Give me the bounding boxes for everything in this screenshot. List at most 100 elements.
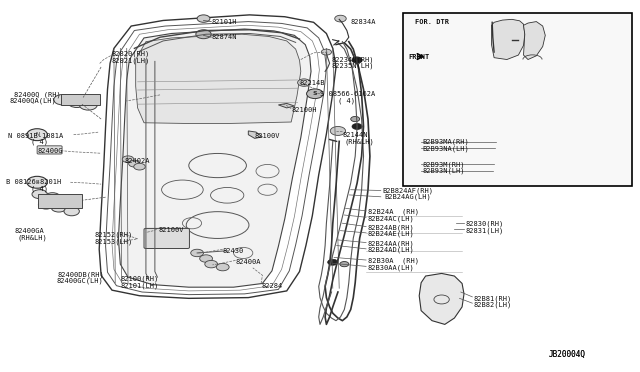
Text: N: N (35, 132, 39, 137)
Circle shape (351, 116, 360, 122)
Circle shape (27, 176, 47, 188)
Circle shape (122, 156, 134, 163)
Circle shape (216, 263, 229, 271)
Text: 82B81(RH): 82B81(RH) (474, 295, 512, 302)
Circle shape (38, 200, 54, 209)
Text: (RH&LH): (RH&LH) (18, 234, 47, 241)
Text: 82100(RH): 82100(RH) (120, 276, 159, 282)
Text: 82874N: 82874N (211, 34, 237, 40)
Polygon shape (524, 22, 545, 60)
Text: B 08126-8201H: B 08126-8201H (6, 179, 61, 185)
Text: 82400A: 82400A (236, 259, 261, 265)
Circle shape (353, 57, 362, 62)
Circle shape (32, 190, 47, 199)
Text: 82234N(RH): 82234N(RH) (332, 56, 374, 63)
Circle shape (64, 207, 79, 216)
Polygon shape (136, 34, 301, 124)
Text: 82153(LH): 82153(LH) (95, 238, 133, 245)
Text: 82214B: 82214B (300, 80, 325, 86)
Text: 82152(RH): 82152(RH) (95, 232, 133, 238)
Text: 82B24AA(RH): 82B24AA(RH) (368, 240, 415, 247)
Text: 82430: 82430 (223, 248, 244, 254)
Text: 82830(RH): 82830(RH) (466, 221, 504, 227)
Text: FRDNT: FRDNT (408, 54, 429, 60)
Text: 82400DB(RH): 82400DB(RH) (58, 271, 104, 278)
Circle shape (340, 262, 349, 267)
Circle shape (68, 97, 86, 108)
Text: B2B93MA(RH): B2B93MA(RH) (422, 139, 469, 145)
Text: 82400G: 82400G (37, 148, 63, 154)
Text: 82400GA: 82400GA (14, 228, 44, 234)
Circle shape (45, 193, 60, 202)
Circle shape (79, 100, 97, 110)
Polygon shape (248, 131, 262, 138)
Circle shape (27, 129, 47, 141)
Circle shape (434, 295, 449, 304)
Circle shape (191, 249, 204, 257)
Circle shape (200, 255, 212, 262)
Text: 82B24AE(LH): 82B24AE(LH) (368, 231, 415, 237)
Text: S: S (312, 91, 317, 96)
Circle shape (197, 15, 210, 22)
Circle shape (298, 79, 310, 86)
FancyBboxPatch shape (37, 146, 62, 154)
Circle shape (54, 94, 72, 105)
Circle shape (205, 260, 218, 268)
Text: 82B82(LH): 82B82(LH) (474, 301, 512, 308)
Text: ( 4): ( 4) (31, 186, 48, 192)
Text: 82402A: 82402A (125, 158, 150, 164)
Text: N 0891B-1081A: N 0891B-1081A (8, 133, 63, 139)
Text: 82101(LH): 82101(LH) (120, 282, 159, 289)
Text: B: B (35, 180, 39, 185)
Circle shape (352, 57, 362, 63)
Text: JB20004Q: JB20004Q (549, 350, 586, 359)
Circle shape (58, 196, 73, 205)
Bar (38, 194, 82, 208)
Text: 82B24AD(LH): 82B24AD(LH) (368, 247, 415, 253)
Text: B2B24AG(LH): B2B24AG(LH) (384, 193, 431, 200)
Text: B2B93NA(LH): B2B93NA(LH) (422, 145, 469, 152)
Text: 82B24AB(RH): 82B24AB(RH) (368, 224, 415, 231)
Polygon shape (419, 273, 464, 324)
Text: 82400QA(LH): 82400QA(LH) (10, 98, 56, 105)
Text: 82101H: 82101H (211, 19, 237, 25)
Text: 82100H: 82100H (291, 107, 317, 113)
Text: 82235N(LH): 82235N(LH) (332, 62, 374, 69)
Circle shape (328, 259, 338, 265)
Text: 82100V: 82100V (255, 133, 280, 139)
Text: 82284: 82284 (261, 283, 282, 289)
Text: 82B30A  (RH): 82B30A (RH) (368, 258, 419, 264)
Bar (61, 94, 100, 105)
Text: S 08566-6162A: S 08566-6162A (320, 91, 375, 97)
Circle shape (330, 126, 346, 135)
Text: ( 4): ( 4) (338, 97, 355, 104)
Circle shape (134, 163, 145, 170)
Text: 82B93N(LH): 82B93N(LH) (422, 167, 465, 174)
Text: 82400Q (RH): 82400Q (RH) (14, 92, 61, 98)
Circle shape (307, 89, 323, 99)
Circle shape (129, 160, 140, 167)
Text: FOR. DTR: FOR. DTR (415, 19, 449, 25)
Text: 82B93M(RH): 82B93M(RH) (422, 161, 465, 168)
Circle shape (321, 49, 332, 55)
Text: 82820(RH): 82820(RH) (112, 51, 150, 57)
Text: 82B24A  (RH): 82B24A (RH) (368, 209, 419, 215)
Text: 82400GC(LH): 82400GC(LH) (56, 278, 103, 284)
Text: B2B824AF(RH): B2B824AF(RH) (383, 187, 434, 194)
Text: 82144N: 82144N (342, 132, 368, 138)
FancyBboxPatch shape (144, 228, 189, 248)
Circle shape (335, 15, 346, 22)
Bar (403, 13, 632, 186)
Text: 82834A: 82834A (351, 19, 376, 25)
Polygon shape (278, 103, 294, 108)
Text: (RH&LH): (RH&LH) (344, 138, 374, 145)
Text: 82821(LH): 82821(LH) (112, 57, 150, 64)
Text: 82B24AC(LH): 82B24AC(LH) (368, 215, 415, 222)
Circle shape (51, 203, 67, 212)
Polygon shape (492, 19, 525, 60)
Circle shape (352, 124, 362, 129)
Text: ( 4): ( 4) (31, 139, 48, 145)
Text: 82100V: 82100V (159, 227, 184, 233)
Text: 82B30AA(LH): 82B30AA(LH) (368, 264, 415, 271)
Text: 82831(LH): 82831(LH) (466, 227, 504, 234)
